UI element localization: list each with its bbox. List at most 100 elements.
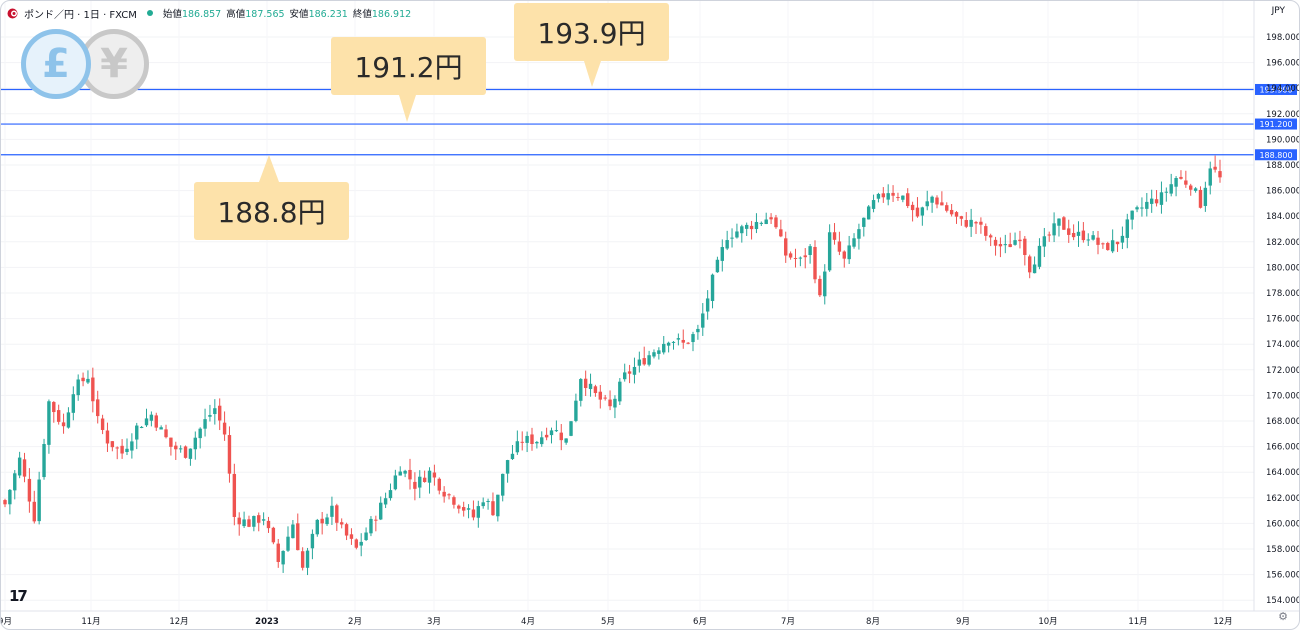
- price-tick-label: 176.000: [1266, 315, 1299, 325]
- candle-body: [247, 519, 251, 527]
- candle-body: [998, 244, 1003, 247]
- candle-body: [1106, 243, 1110, 251]
- time-tick-label: 12月: [1213, 617, 1232, 627]
- price-line-tag-label: 191.200: [1259, 120, 1292, 129]
- price-line-tag-label: 188.800: [1259, 151, 1292, 160]
- candle-body: [27, 478, 32, 502]
- candle-body: [310, 533, 315, 549]
- price-axis: 198.000 196.000 194.000 192.000 190.000 188.0…: [1253, 1, 1299, 611]
- candle-body: [188, 448, 193, 459]
- candle-body: [764, 219, 768, 225]
- candle-body: [42, 443, 46, 478]
- candle-body: [803, 255, 807, 258]
- price-tick-label: 196.000: [1266, 59, 1299, 69]
- candle-body: [920, 207, 925, 216]
- candle-body: [1008, 244, 1012, 248]
- candle-body: [915, 207, 920, 217]
- price-tick-label: 168.000: [1266, 417, 1299, 427]
- price-tick-label: 184.000: [1266, 212, 1299, 222]
- price-tick-label: 192.000: [1266, 110, 1299, 120]
- candle-body: [100, 418, 105, 430]
- candle-body: [1125, 219, 1129, 238]
- candle-body: [979, 221, 983, 225]
- callout-pointer: [584, 61, 601, 87]
- candle-body: [271, 527, 276, 543]
- candle-body: [1047, 234, 1051, 236]
- candle-body: [481, 502, 485, 507]
- candle-body: [657, 350, 661, 354]
- tradingview-logo-icon[interactable]: 17: [9, 587, 28, 605]
- candle-body: [583, 378, 588, 389]
- price-line-tag: [1255, 118, 1297, 130]
- candle-body: [993, 239, 998, 246]
- candle-body: [540, 437, 544, 445]
- symbol-title[interactable]: ポンド／円 · 1日 · FXCM: [24, 9, 137, 21]
- candle-body: [422, 477, 427, 483]
- candle-body: [432, 472, 437, 478]
- currency-label[interactable]: JPY: [1271, 6, 1285, 16]
- candle-body: [159, 427, 163, 430]
- candle-body: [925, 201, 929, 207]
- candle-body: [393, 475, 398, 490]
- time-tick-label: 12月: [169, 617, 188, 627]
- candle-body: [1198, 189, 1203, 208]
- candle-body: [66, 412, 71, 428]
- candle-body: [115, 447, 119, 449]
- candle-body: [8, 489, 12, 505]
- candle-body: [1213, 166, 1217, 170]
- candle-body: [544, 434, 549, 438]
- candle-body: [954, 212, 959, 217]
- candle-body: [232, 473, 237, 517]
- candle-body: [881, 193, 886, 198]
- candle-body: [169, 437, 173, 447]
- candle-body: [320, 518, 324, 524]
- high-value: 187.565: [245, 9, 285, 20]
- price-line-tag: [1255, 149, 1297, 161]
- candle-body: [1023, 238, 1027, 255]
- candle-body: [784, 238, 788, 256]
- candle-body: [852, 238, 856, 247]
- candle-body: [964, 220, 968, 227]
- callout-pointers: [259, 61, 601, 182]
- candle-body: [1189, 185, 1193, 190]
- candle-body: [198, 428, 202, 439]
- candle-body: [715, 259, 720, 273]
- candle-body: [1120, 235, 1125, 243]
- candle-body: [383, 498, 388, 505]
- candle-body: [910, 204, 915, 211]
- price-tick-label: 174.000: [1266, 340, 1299, 350]
- candle-body: [1091, 235, 1095, 240]
- candle-body: [564, 438, 568, 443]
- candle-body: [681, 339, 685, 343]
- price-tick-label: 194.000: [1266, 84, 1299, 94]
- candle-body: [1208, 168, 1212, 186]
- candle-body: [291, 524, 295, 539]
- candle-body: [61, 422, 66, 427]
- candle-body: [325, 517, 329, 525]
- candle-body: [37, 479, 41, 522]
- candle-body: [13, 473, 17, 491]
- candle-body: [632, 366, 637, 375]
- candle-body: [1184, 180, 1188, 185]
- candle-body: [1110, 240, 1115, 252]
- candle-body: [1101, 243, 1105, 245]
- candle-body: [671, 341, 676, 343]
- candle-body: [1003, 244, 1008, 246]
- candle-body: [647, 355, 651, 365]
- time-tick-label: 11月: [1128, 617, 1147, 627]
- time-tick-label: 7月: [781, 617, 795, 627]
- price-line-tag: [1255, 83, 1297, 95]
- candle-body: [725, 240, 729, 249]
- grid: [1, 1, 1254, 611]
- time-tick-label: 10月: [1038, 617, 1057, 627]
- candle-body: [774, 217, 778, 228]
- candle-body: [437, 478, 441, 491]
- candle-body: [1052, 223, 1056, 236]
- candle-body: [110, 441, 115, 448]
- candle-body: [52, 402, 56, 413]
- candle-body: [642, 358, 646, 365]
- candle-body: [300, 551, 305, 568]
- candle-body: [1018, 239, 1022, 242]
- settings-gear-icon[interactable]: ⚙: [1278, 610, 1288, 623]
